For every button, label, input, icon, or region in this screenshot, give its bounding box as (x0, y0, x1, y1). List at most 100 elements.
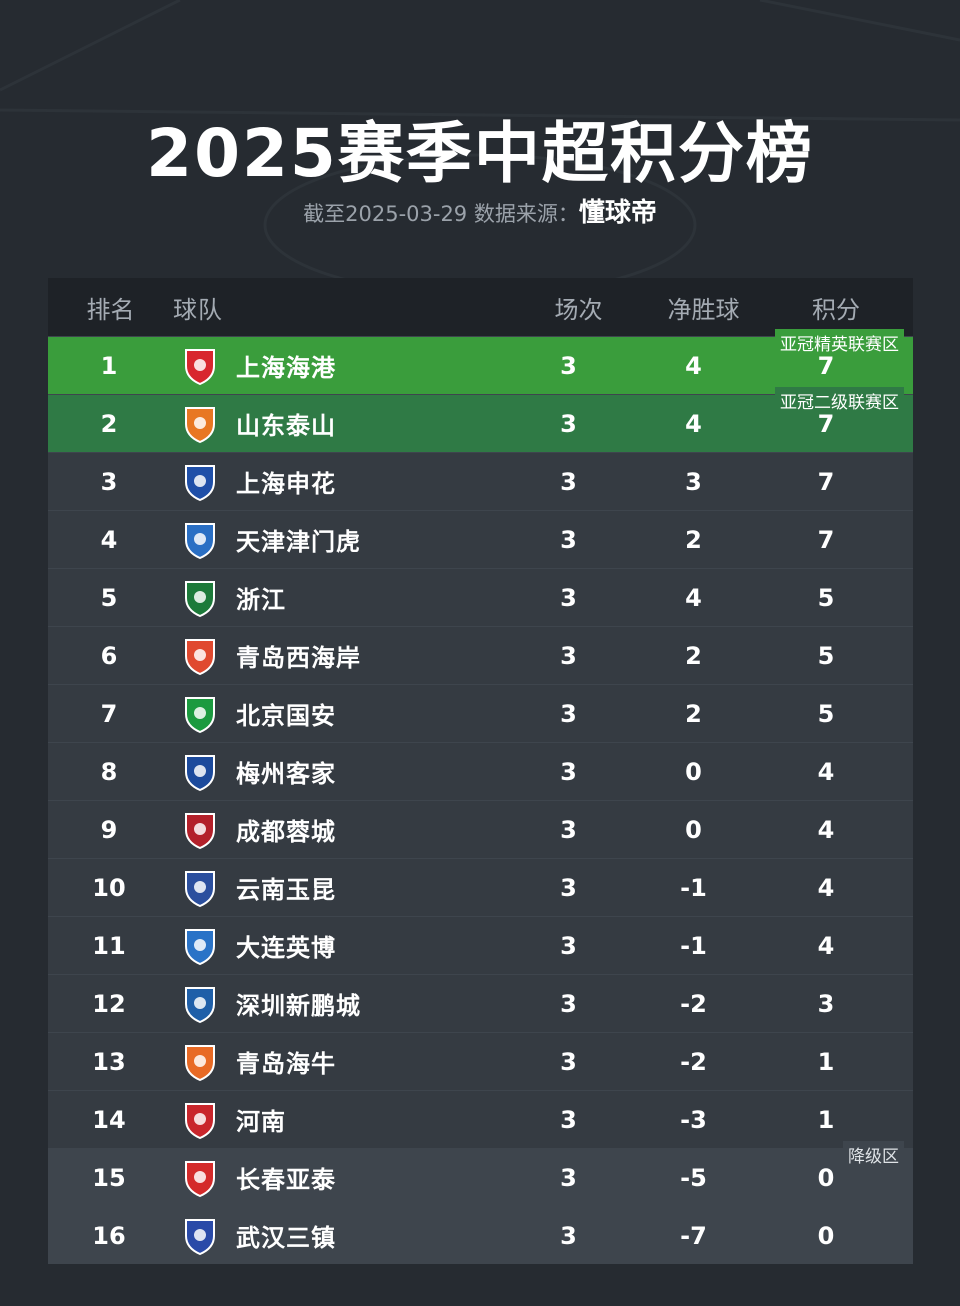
dalian-yingbo-crest-icon (182, 926, 218, 966)
table-row[interactable]: 16 武汉三镇 3 -7 0 (48, 1206, 913, 1264)
points-cell: 4 (817, 873, 835, 902)
team-name: 云南玉昆 (236, 876, 336, 904)
points-cell: 1 (817, 1047, 835, 1076)
table-row[interactable]: 2 山东泰山 3 4 7 亚冠二级联赛区 (48, 387, 913, 452)
team-logo-cell (170, 752, 230, 792)
goal-diff-cell: 0 (685, 815, 702, 844)
goal-diff-cell: -1 (680, 873, 707, 902)
table-row[interactable]: 13 青岛海牛 3 -2 1 (48, 1032, 913, 1090)
team-logo-cell (170, 462, 230, 502)
team-logo-cell (170, 984, 230, 1024)
header-played: 场次 (554, 295, 603, 324)
rank-cell: 10 (92, 873, 126, 902)
played-cell: 3 (560, 1105, 577, 1134)
table-row[interactable]: 14 河南 3 -3 1 (48, 1090, 913, 1148)
team-logo-cell (170, 520, 230, 560)
table-row[interactable]: 7 北京国安 3 2 5 (48, 684, 913, 742)
team-name: 深圳新鹏城 (236, 992, 361, 1020)
table-row[interactable]: 11 大连英博 3 -1 4 (48, 916, 913, 974)
points-cell: 4 (817, 931, 835, 960)
points-cell: 7 (817, 409, 835, 438)
table-row[interactable]: 8 梅州客家 3 0 4 (48, 742, 913, 800)
table-row[interactable]: 12 深圳新鹏城 3 -2 3 (48, 974, 913, 1032)
zone-label-acl-elite: 亚冠精英联赛区 (775, 329, 904, 356)
changchun-yatai-crest-icon (182, 1158, 218, 1198)
team-name: 上海申花 (236, 470, 336, 498)
played-cell: 3 (560, 1163, 577, 1192)
table-row[interactable]: 10 云南玉昆 3 -1 4 (48, 858, 913, 916)
goal-diff-cell: 4 (685, 351, 702, 380)
team-logo-cell (170, 404, 230, 444)
rank-cell: 6 (100, 641, 118, 670)
points-cell: 0 (817, 1221, 835, 1250)
goal-diff-cell: 4 (685, 409, 702, 438)
header-team: 球队 (173, 295, 223, 324)
rank-cell: 12 (92, 989, 126, 1018)
points-cell: 7 (817, 467, 835, 496)
played-cell: 3 (560, 351, 577, 380)
team-name: 河南 (236, 1108, 286, 1136)
rank-cell: 5 (100, 583, 118, 612)
rank-cell: 3 (100, 467, 118, 496)
team-name: 长春亚泰 (236, 1166, 336, 1194)
meizhou-hakka-crest-icon (182, 752, 218, 792)
qingdao-west-coast-crest-icon (182, 636, 218, 676)
points-cell: 0 (817, 1163, 835, 1192)
standings-table: 排名 球队 场次 净胜球 积分 1 上海海港 3 4 7 亚冠精英联赛区 2 山东泰山 3 4 7 亚… (48, 278, 913, 1264)
played-cell: 3 (560, 931, 577, 960)
goal-diff-cell: -2 (680, 989, 707, 1018)
wuhan-three-towns-crest-icon (182, 1216, 218, 1256)
points-cell: 4 (817, 757, 835, 786)
team-logo-cell (170, 1042, 230, 1082)
table-row[interactable]: 4 天津津门虎 3 2 7 (48, 510, 913, 568)
team-name: 上海海港 (236, 354, 336, 382)
team-name: 成都蓉城 (236, 818, 336, 846)
team-name: 青岛西海岸 (236, 644, 361, 672)
team-name: 大连英博 (236, 934, 336, 962)
henan-crest-icon (182, 1100, 218, 1140)
rank-cell: 1 (100, 351, 118, 380)
table-row[interactable]: 9 成都蓉城 3 0 4 (48, 800, 913, 858)
played-cell: 3 (560, 699, 577, 728)
points-cell: 7 (817, 351, 835, 380)
points-cell: 5 (817, 641, 835, 670)
team-logo-cell (170, 346, 230, 386)
zhejiang-crest-icon (182, 578, 218, 618)
rank-cell: 7 (100, 699, 118, 728)
played-cell: 3 (560, 757, 577, 786)
table-row[interactable]: 6 青岛西海岸 3 2 5 (48, 626, 913, 684)
table-body: 1 上海海港 3 4 7 亚冠精英联赛区 2 山东泰山 3 4 7 亚冠二级联赛区 3 上海申花 3 3 7 4 天… (48, 329, 913, 1264)
rank-cell: 8 (100, 757, 118, 786)
table-row[interactable]: 15 长春亚泰 3 -5 0 降级区 (48, 1141, 913, 1206)
shenzhen-peng-city-crest-icon (182, 984, 218, 1024)
team-logo-cell (170, 1216, 230, 1256)
goal-diff-cell: 2 (685, 699, 702, 728)
points-cell: 4 (817, 815, 835, 844)
team-logo-cell (170, 636, 230, 676)
goal-diff-cell: 0 (685, 757, 702, 786)
source-brand: 懂球帝 (578, 198, 657, 228)
table-row[interactable]: 3 上海申花 3 3 7 (48, 452, 913, 510)
played-cell: 3 (560, 525, 577, 554)
page-title: 2025赛季中超积分榜 (146, 115, 814, 192)
table-row[interactable]: 1 上海海港 3 4 7 亚冠精英联赛区 (48, 329, 913, 394)
yunnan-yukun-crest-icon (182, 868, 218, 908)
rank-cell: 16 (92, 1221, 126, 1250)
team-logo-cell (170, 578, 230, 618)
goal-diff-cell: -1 (680, 931, 707, 960)
team-logo-cell (170, 1158, 230, 1198)
rank-cell: 14 (92, 1105, 126, 1134)
team-name: 浙江 (236, 586, 286, 614)
table-header: 排名 球队 场次 净胜球 积分 (48, 278, 913, 336)
team-logo-cell (170, 926, 230, 966)
table-row[interactable]: 5 浙江 3 4 5 (48, 568, 913, 626)
points-cell: 5 (817, 699, 835, 728)
goal-diff-cell: -2 (680, 1047, 707, 1076)
page-subtitle: 截至2025-03-29 数据来源：懂球帝 (0, 192, 960, 229)
tianjin-jinmen-tiger-crest-icon (182, 520, 218, 560)
points-cell: 3 (817, 989, 835, 1018)
team-name: 天津津门虎 (236, 528, 361, 556)
played-cell: 3 (560, 989, 577, 1018)
rank-cell: 11 (92, 931, 126, 960)
played-cell: 3 (560, 1221, 577, 1250)
